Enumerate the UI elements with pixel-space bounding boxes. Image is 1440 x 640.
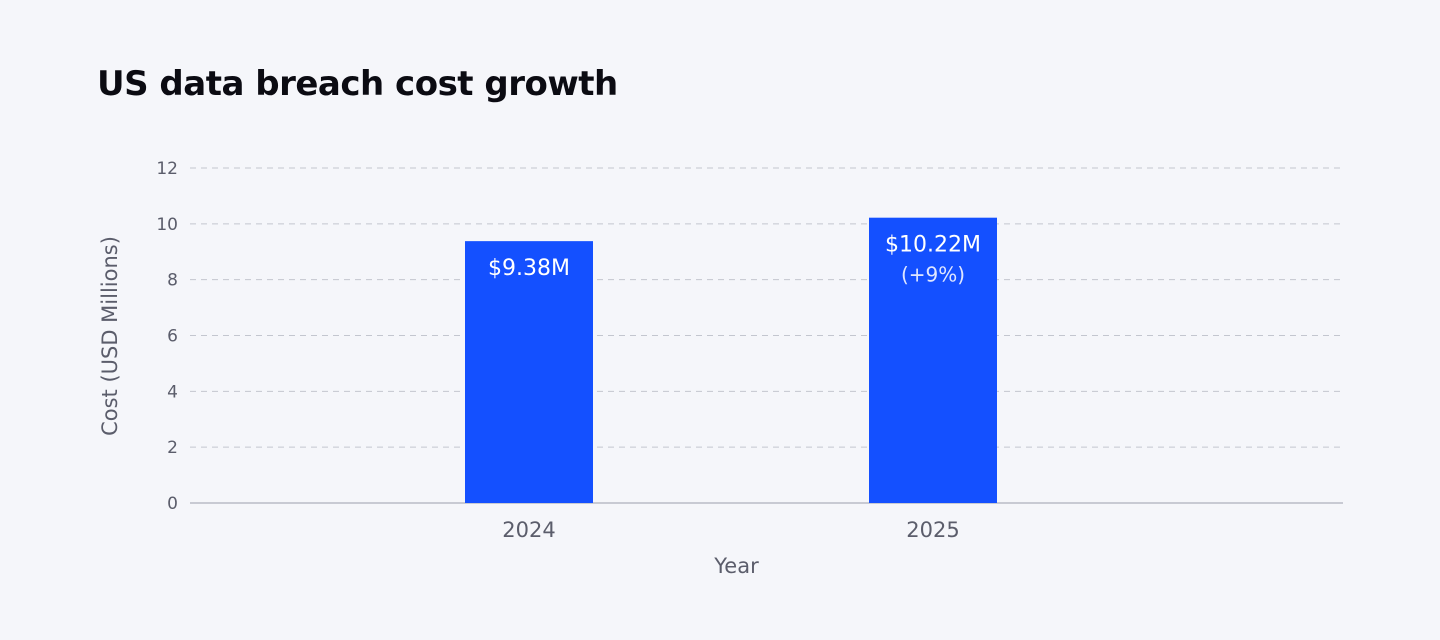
bar-2025 — [869, 217, 997, 504]
bar-data-label: $9.38M — [488, 256, 570, 281]
y-tick-label: 10 — [156, 215, 178, 235]
bar-data-label: (+9%) — [901, 263, 965, 287]
bar-data-label: $10.22M — [885, 233, 981, 258]
y-axis-title: Cost (USD Millions) — [98, 236, 122, 436]
y-tick-label: 12 — [156, 159, 178, 179]
bar-2024 — [465, 241, 593, 503]
x-axis-title: Year — [713, 554, 759, 578]
y-tick-label: 0 — [167, 494, 178, 514]
x-tick-label: 2025 — [906, 518, 959, 542]
y-tick-label: 8 — [167, 271, 178, 291]
y-tick-label: 6 — [167, 327, 178, 347]
chart-title: US data breach cost growth — [97, 64, 618, 104]
y-tick-label: 4 — [167, 382, 178, 402]
y-tick-label: 2 — [167, 438, 178, 458]
x-tick-label: 2024 — [502, 518, 555, 542]
